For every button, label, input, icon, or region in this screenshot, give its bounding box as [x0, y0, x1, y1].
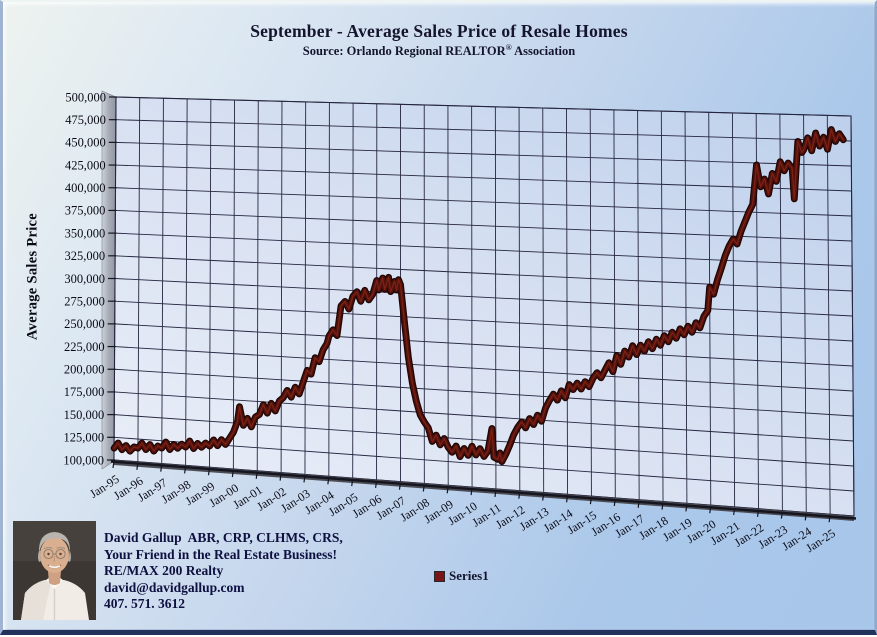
series1-legend-marker [434, 571, 445, 582]
y-tick-label: 200,000 [64, 363, 105, 377]
agent-photo [13, 521, 96, 620]
y-tick-label: 250,000 [64, 317, 105, 331]
y-tick-label: 375,000 [65, 204, 106, 218]
y-tick-label: 400,000 [65, 181, 106, 195]
agent-contact-info: David Gallup ABR, CRP, CLHMS, CRS, Your … [104, 521, 343, 620]
agent-tagline: Your Friend in the Real Estate Business! [104, 547, 343, 564]
y-tick-label: 325,000 [65, 249, 106, 263]
y-tick-label: 175,000 [64, 385, 105, 399]
chart-legend: Series1 [434, 568, 489, 584]
y-tick-label: 275,000 [64, 294, 105, 308]
y-tick-label: 300,000 [64, 272, 105, 286]
agent-card: David Gallup ABR, CRP, CLHMS, CRS, Your … [13, 521, 343, 620]
y-tick-label: 100,000 [63, 453, 104, 467]
y-tick-label: 350,000 [65, 226, 106, 240]
y-tick-label: 225,000 [64, 340, 105, 354]
agent-email: david@davidgallup.com [104, 580, 343, 597]
y-tick-label: 475,000 [65, 113, 106, 127]
agent-name-line: David Gallup ABR, CRP, CLHMS, CRS, [104, 530, 343, 547]
y-tick-label: 500,000 [65, 90, 106, 104]
series1-legend-label: Series1 [449, 568, 489, 584]
y-tick-label: 150,000 [64, 408, 105, 422]
agent-brokerage: RE/MAX 200 Realty [104, 563, 343, 580]
agent-phone: 407. 571. 3612 [104, 596, 343, 613]
y-tick-label: 125,000 [64, 431, 105, 445]
y-tick-label: 450,000 [65, 136, 106, 150]
y-tick-label: 425,000 [65, 158, 106, 172]
